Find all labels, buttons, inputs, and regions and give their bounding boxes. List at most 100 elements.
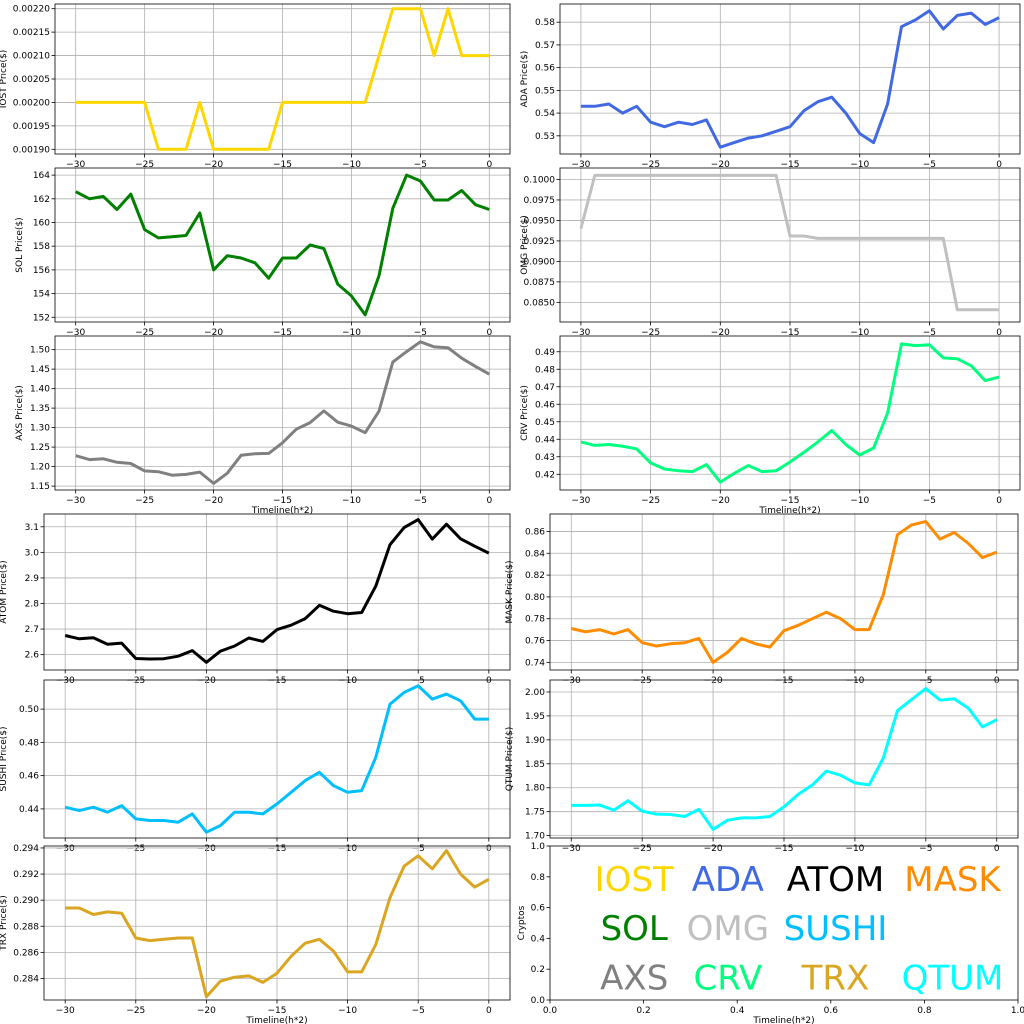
cryptos-panel: 0.0 0.2 0.4 0.6 0.8 1.0 0.0 0.2 0.4 0.6 0.8 1.0 IOST… [517, 842, 1024, 1024]
y-tick-label: 2.9 [25, 574, 40, 584]
sol-panel: −30 −25 −20 −15 −10 −5 0 152 154 156 158 160 162 164 S… [15, 167, 511, 338]
y-tick-label: 0.00195 [13, 122, 50, 132]
sol-price-line [75, 173, 490, 317]
y-tick-label: 2.6 [25, 651, 40, 661]
y-tick-label: 1.95 [525, 712, 545, 722]
y-tick-label: 1.80 [525, 784, 545, 794]
x-tick-label: −20 [711, 496, 730, 506]
crypto-label-atom: ATOM [787, 860, 884, 900]
x-tick-label: −20 [197, 1006, 216, 1016]
x-tick-label: −15 [781, 496, 800, 506]
y-tick-label: 0.00215 [13, 28, 50, 38]
y-tick-label: 0.6 [531, 904, 546, 914]
omg-price-line [579, 173, 1000, 312]
x-tick-label: −20 [711, 160, 730, 170]
axes-frame [549, 679, 1019, 839]
x-tick-label: −20 [204, 328, 223, 338]
x-tick-label: −15 [781, 160, 800, 170]
x-tick-label: −10 [342, 496, 361, 506]
y-tick-label: 0.78 [525, 615, 545, 625]
y-tick-label: 0.0875 [524, 278, 556, 288]
y-tick-label: 164 [33, 171, 50, 181]
y-tick-label: 0.58 [535, 18, 555, 28]
y-tick-label: 0.4 [531, 934, 546, 944]
crypto-label-axs: AXS [600, 958, 668, 998]
trx-price-line [65, 849, 490, 999]
axes-frame [43, 845, 511, 1001]
x-tick-label: −20 [204, 496, 223, 506]
y-tick-label: 0.0925 [524, 237, 556, 247]
y-axis-label: TRX Price($) [0, 895, 9, 951]
axes-frame [559, 167, 1021, 323]
x-tick-label: −30 [56, 1006, 75, 1016]
x-tick-label: −25 [135, 496, 154, 506]
x-tick-label: −30 [571, 328, 590, 338]
sushi-price-line [64, 684, 489, 834]
y-tick-label: 152 [33, 313, 50, 323]
y-tick-label: 162 [33, 195, 50, 205]
y-tick-label: 0.45 [535, 418, 555, 428]
y-tick-label: 0.284 [13, 974, 39, 984]
crypto-label-mask: MASK [904, 860, 1002, 900]
y-tick-label: 0.00200 [13, 98, 50, 108]
y-tick-label: 0.50 [19, 705, 39, 715]
y-axis-label: Cryptos [517, 905, 527, 940]
x-tick-label: 0 [486, 1006, 492, 1016]
x-tick-label: −15 [273, 160, 292, 170]
y-tick-label: 0.00190 [13, 145, 50, 155]
y-tick-label: 2.8 [25, 600, 40, 610]
x-tick-label: −5 [412, 1006, 425, 1016]
axs-price-line [75, 340, 491, 485]
y-axis-label: SOL Price($) [15, 217, 25, 272]
ada-panel: −30 −25 −20 −15 −10 −5 0 0.53 0.54 0.55 0.56 0.57 0.… [520, 3, 1021, 170]
x-tick-label: −20 [704, 844, 723, 854]
x-tick-label: −10 [850, 160, 869, 170]
x-tick-label: −25 [135, 160, 154, 170]
x-axis-label: Timeline(h*2) [251, 506, 313, 516]
y-tick-label: 0.53 [535, 132, 555, 142]
x-tick-label: −20 [204, 160, 223, 170]
y-tick-label: 0.294 [13, 844, 39, 854]
y-tick-label: 0.47 [535, 383, 555, 393]
y-axis-label: IOST Price($) [0, 50, 9, 109]
y-tick-label: 0.00210 [13, 52, 50, 62]
x-axis-label: Timeline(h*2) [752, 1016, 814, 1024]
axes-frame [43, 513, 511, 671]
y-tick-label: 3.1 [25, 523, 39, 533]
y-tick-label: 0.1000 [524, 175, 556, 185]
y-tick-label: 0.84 [525, 549, 545, 559]
y-tick-label: 0.44 [19, 805, 39, 815]
x-tick-label: 0 [996, 160, 1002, 170]
y-tick-label: 0.44 [535, 435, 555, 445]
y-tick-label: 0.42 [535, 470, 555, 480]
axes-frame [559, 3, 1021, 155]
y-tick-label: 0.48 [19, 738, 39, 748]
omg-panel: −30 −25 −20 −15 −10 −5 0 0.0850 0.0875 0.0900 0.09… [520, 167, 1021, 338]
y-tick-label: 0.00220 [13, 5, 50, 15]
axes-frame [43, 679, 511, 839]
y-tick-label: 0.0 [531, 996, 546, 1006]
y-tick-label: 0.288 [13, 922, 39, 932]
y-axis-label: MASK Price($) [505, 560, 515, 623]
y-tick-label: 1.20 [30, 463, 50, 473]
x-tick-label: −5 [414, 160, 427, 170]
axes-frame [549, 513, 1019, 671]
x-tick-label: 0.4 [730, 1006, 745, 1016]
y-tick-label: 1.40 [30, 385, 50, 395]
x-tick-label: −30 [571, 160, 590, 170]
y-tick-label: 0.55 [535, 86, 555, 96]
y-tick-label: 0.46 [19, 772, 39, 782]
atom-panel: −30−25−20−15−10−502.62.72.82.93.03.1ATOM… [0, 513, 511, 686]
y-tick-label: 1.15 [30, 482, 50, 492]
axes-frame [54, 335, 511, 491]
y-tick-label: 0.86 [525, 527, 545, 537]
axes-frame [54, 3, 511, 155]
x-tick-label: 1.0 [1011, 1006, 1024, 1016]
trx-panel: −30 −25 −20 −15 −10 −5 0 0.284 0.286 0.288 0.290 0.… [0, 844, 511, 1024]
crypto-label-crv: CRV [693, 958, 762, 998]
y-tick-label: 0.286 [13, 948, 39, 958]
y-tick-label: 0.82 [525, 571, 545, 581]
crypto-label-qtum: QTUM [902, 958, 1004, 998]
y-tick-label: 0.46 [535, 400, 555, 410]
atom-price-line [64, 518, 490, 664]
